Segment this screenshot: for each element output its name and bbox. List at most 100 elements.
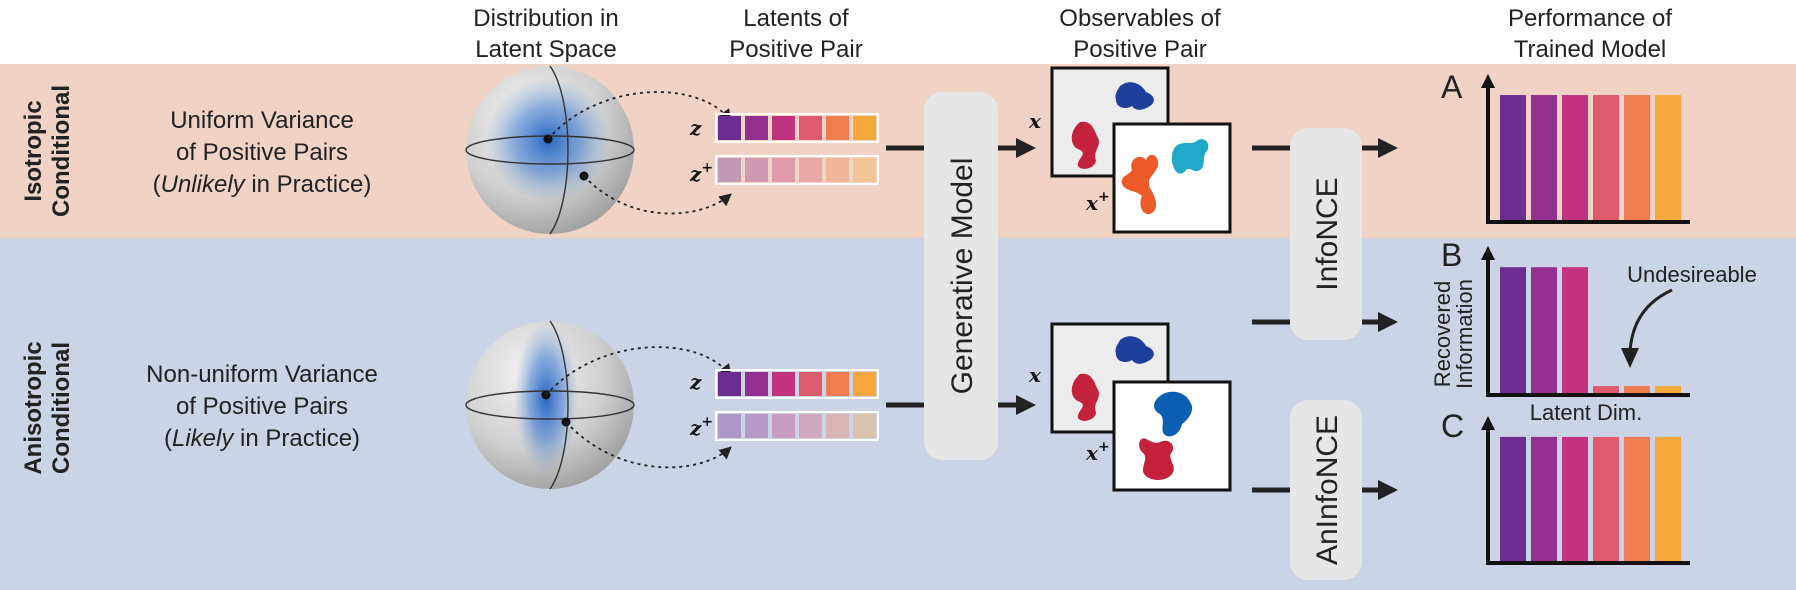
latent-vector-frame bbox=[715, 113, 879, 143]
chart-bar bbox=[1624, 386, 1650, 395]
latent-cell bbox=[826, 158, 849, 182]
latent-cell bbox=[745, 414, 768, 438]
y-axis-arrowhead bbox=[1481, 416, 1495, 430]
latent-cell bbox=[772, 372, 795, 396]
latent-cell bbox=[799, 116, 822, 140]
latent-cell bbox=[718, 414, 741, 438]
anisotropic-observables: x x+ bbox=[1028, 322, 1232, 492]
latent-cell bbox=[799, 158, 822, 182]
annotation-arrow bbox=[1628, 288, 1673, 353]
isotropic-description: Uniform Variance of Positive Pairs (Unli… bbox=[153, 107, 372, 198]
header-performance: Performance of Trained Model bbox=[1508, 5, 1672, 63]
chart-bar bbox=[1531, 267, 1557, 395]
svg-text:Non-uniform Variance: Non-uniform Variance bbox=[146, 361, 378, 388]
anisotropic-latent-vectors: z z+ bbox=[689, 369, 879, 441]
latent-cell bbox=[826, 372, 849, 396]
isotropic-latent-sphere bbox=[465, 65, 732, 235]
latent-vector-frame bbox=[715, 411, 879, 441]
chart-bar bbox=[1531, 436, 1557, 563]
chart-bar bbox=[1593, 436, 1619, 563]
isotropic-observables: x x+ bbox=[1028, 66, 1232, 234]
latent-vector-frame bbox=[715, 155, 879, 185]
row-label-isotropic: Isotropic Conditional bbox=[20, 85, 75, 217]
latent-cell bbox=[826, 414, 849, 438]
arrow-to-observables bbox=[998, 138, 1036, 158]
chart-bar bbox=[1655, 386, 1681, 395]
arrow-to-chart-a bbox=[1362, 138, 1398, 158]
latent-cell bbox=[772, 158, 795, 182]
chart-bar bbox=[1655, 95, 1681, 222]
blob-cyan bbox=[1171, 139, 1209, 174]
anisotropic-description: Non-uniform Variance of Positive Pairs (… bbox=[146, 361, 378, 452]
svg-text:x: x bbox=[1028, 109, 1042, 133]
panel-label-c: C bbox=[1441, 408, 1464, 444]
svg-text:Anisotropic: Anisotropic bbox=[20, 341, 47, 474]
svg-text:x+: x+ bbox=[1085, 439, 1110, 465]
infonce-box: InfoNCE bbox=[1290, 128, 1362, 340]
latent-cell bbox=[799, 414, 822, 438]
chart-bar bbox=[1624, 436, 1650, 563]
svg-text:Recovered: Recovered bbox=[1430, 281, 1455, 387]
svg-text:Distribution in: Distribution in bbox=[473, 5, 618, 32]
blob-red bbox=[1071, 373, 1099, 421]
anisotropic-row-background bbox=[0, 238, 1796, 590]
connectors-to-losses bbox=[1252, 145, 1290, 493]
svg-text:Generative Model: Generative Model bbox=[946, 158, 979, 395]
isotropic-latent-vectors: z z+ bbox=[689, 113, 879, 186]
svg-text:Latents of: Latents of bbox=[743, 5, 849, 32]
generative-model-box: Generative Model bbox=[924, 92, 998, 460]
header-observables: Observables of Positive Pair bbox=[1059, 5, 1221, 63]
latent-cell bbox=[745, 158, 768, 182]
svg-text:Latent Space: Latent Space bbox=[475, 36, 616, 63]
annotation-arrowhead bbox=[1621, 348, 1639, 368]
svg-text:z+: z+ bbox=[689, 414, 713, 440]
blob-blue-dark bbox=[1154, 391, 1193, 437]
svg-text:Uniform Variance: Uniform Variance bbox=[170, 107, 354, 134]
y-axis-arrowhead bbox=[1481, 74, 1495, 88]
chart-bar bbox=[1500, 436, 1526, 563]
undesireable-annotation: Undesireable bbox=[1627, 262, 1757, 287]
svg-text:Trained Model: Trained Model bbox=[1514, 36, 1667, 63]
blob-blue bbox=[1115, 336, 1154, 364]
latent-cell bbox=[745, 372, 768, 396]
chart-bar bbox=[1562, 95, 1588, 222]
row-label-anisotropic: Anisotropic Conditional bbox=[20, 341, 75, 474]
chart-bar bbox=[1562, 436, 1588, 563]
svg-text:x+: x+ bbox=[1085, 189, 1110, 215]
svg-text:of Positive Pairs: of Positive Pairs bbox=[176, 139, 348, 166]
svg-text:Conditional: Conditional bbox=[48, 342, 75, 474]
anisotropic-latent-sphere bbox=[465, 320, 732, 490]
isotropic-row-background bbox=[0, 64, 1796, 238]
latent-cell bbox=[799, 372, 822, 396]
svg-text:Isotropic: Isotropic bbox=[20, 100, 47, 201]
svg-text:(Likely in Practice): (Likely in Practice) bbox=[164, 425, 360, 452]
chart-bar bbox=[1531, 95, 1557, 222]
svg-text:Information: Information bbox=[1452, 279, 1477, 389]
svg-text:InfoNCE: InfoNCE bbox=[1311, 177, 1344, 290]
chart-bar bbox=[1593, 95, 1619, 222]
arrow-to-observables bbox=[998, 395, 1036, 415]
blob-orange bbox=[1121, 154, 1159, 215]
latent-cell bbox=[826, 116, 849, 140]
chart-c bbox=[1481, 416, 1690, 565]
latent-cell bbox=[718, 158, 741, 182]
svg-text:z+: z+ bbox=[689, 160, 713, 186]
chart-b-ylabel: Recovered Information bbox=[1430, 279, 1477, 389]
svg-text:AnInfoNCE: AnInfoNCE bbox=[1311, 415, 1344, 565]
chart-bar bbox=[1655, 436, 1681, 563]
header-latents: Latents of Positive Pair bbox=[729, 5, 862, 63]
svg-text:Performance of: Performance of bbox=[1508, 5, 1672, 32]
latent-cell bbox=[772, 414, 795, 438]
svg-text:of Positive Pairs: of Positive Pairs bbox=[176, 393, 348, 420]
latent-vector-frame bbox=[715, 369, 879, 399]
chart-b-xlabel: Latent Dim. bbox=[1530, 400, 1643, 425]
chart-b bbox=[1481, 246, 1690, 397]
svg-text:Observables of: Observables of bbox=[1059, 5, 1221, 32]
svg-text:(Unlikely in Practice): (Unlikely in Practice) bbox=[153, 171, 372, 198]
aninfonce-box: AnInfoNCE bbox=[1290, 400, 1362, 580]
svg-text:z: z bbox=[689, 370, 702, 394]
panel-label-b: B bbox=[1441, 237, 1462, 273]
arrow-to-chart-c bbox=[1362, 480, 1398, 500]
